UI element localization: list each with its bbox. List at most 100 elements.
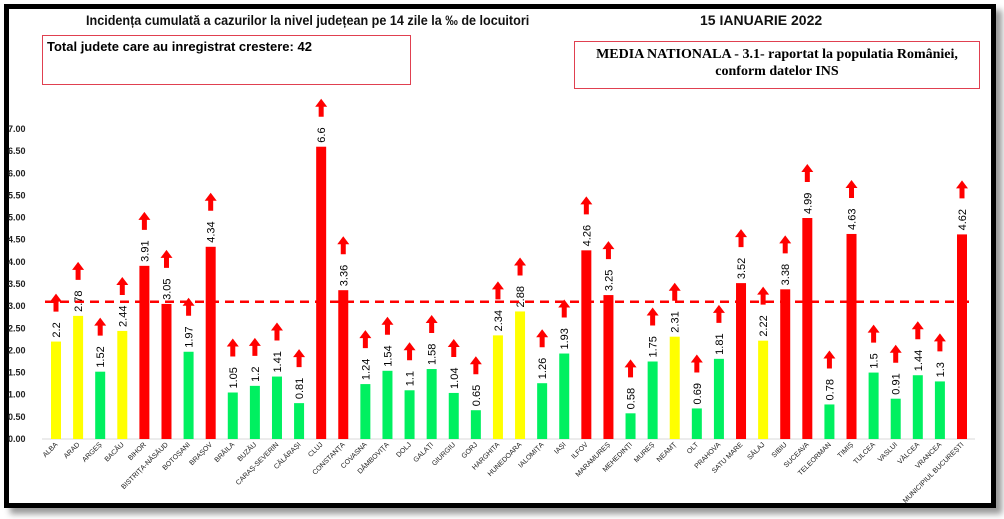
trend-up-arrow-icon — [911, 321, 924, 340]
trend-up-arrow-icon — [668, 282, 681, 301]
trend-up-arrow-icon — [889, 344, 902, 363]
data-label: 2.2 — [51, 322, 63, 337]
data-label: 0.78 — [824, 379, 836, 400]
trend-up-arrow-icon — [204, 192, 217, 211]
trend-up-arrow-icon — [50, 293, 62, 312]
data-label: 6.6 — [316, 127, 328, 142]
data-label: 3.25 — [603, 270, 615, 291]
trend-up-arrow-icon — [72, 261, 85, 280]
x-tick-label: BUZĂU — [235, 440, 258, 463]
trend-up-arrow-icon — [757, 286, 770, 305]
data-label: 1.05 — [228, 367, 240, 388]
trend-up-arrow-icon — [403, 342, 416, 361]
trend-up-arrow-icon — [602, 241, 615, 260]
y-tick-label: 0.00 — [8, 434, 26, 444]
bar — [559, 353, 570, 439]
trend-up-arrow-icon — [624, 359, 637, 378]
bar — [227, 392, 238, 439]
x-tick-label: TIMIȘ — [837, 441, 855, 459]
data-label: 1.2 — [250, 367, 262, 382]
x-tick-label: OLT — [686, 441, 701, 456]
bar — [537, 383, 548, 439]
trend-up-arrow-icon — [116, 276, 129, 295]
trend-up-arrow-icon — [779, 235, 792, 254]
bar — [669, 336, 680, 439]
data-label: 3.38 — [780, 264, 792, 285]
bar — [581, 250, 592, 439]
data-label: 1.93 — [559, 328, 571, 349]
trend-up-arrow-icon — [359, 330, 372, 349]
trend-up-arrow-icon — [94, 317, 107, 336]
data-label: 0.81 — [294, 378, 306, 399]
trend-up-arrow-icon — [514, 257, 527, 276]
trend-up-arrow-icon — [735, 229, 748, 248]
data-label: 1.52 — [95, 346, 107, 367]
bar — [448, 392, 459, 439]
data-label: 0.65 — [471, 385, 483, 406]
y-tick-label: 2.00 — [8, 345, 26, 355]
chart-date: 15 IANUARIE 2022 — [700, 12, 823, 28]
x-tick-label: IAȘI — [553, 441, 567, 455]
trend-up-arrow-icon — [248, 337, 261, 356]
y-tick-label: 6.00 — [8, 168, 26, 178]
bar — [316, 146, 327, 439]
data-label: 1.5 — [869, 353, 881, 368]
data-label: 4.26 — [581, 225, 593, 246]
bar — [890, 398, 901, 439]
data-label: 4.99 — [802, 193, 814, 214]
data-label: 1.26 — [537, 358, 549, 379]
national-average-line2: conform datelor INS — [715, 64, 839, 79]
x-tick-label: BRAȘOV — [189, 441, 215, 467]
trend-up-arrow-icon — [469, 356, 482, 375]
x-tick-label: ALBA — [42, 441, 60, 459]
y-tick-label: 1.00 — [8, 390, 26, 400]
bar — [470, 410, 481, 439]
trend-up-arrow-icon — [558, 299, 571, 318]
bar — [294, 403, 305, 439]
bar — [382, 370, 393, 439]
bar — [515, 311, 526, 439]
x-tick-label: GORJ — [461, 441, 480, 460]
data-label: 1.97 — [184, 326, 196, 347]
bar — [404, 390, 415, 439]
data-label: 2.31 — [670, 311, 682, 332]
data-label: 4.63 — [847, 209, 859, 230]
bar — [492, 335, 503, 439]
trend-up-arrow-icon — [536, 329, 549, 348]
data-label: 1.54 — [382, 345, 394, 366]
data-label: 1.24 — [360, 359, 372, 380]
bar — [161, 303, 172, 439]
data-label: 1.58 — [427, 344, 439, 365]
bar — [957, 234, 967, 439]
bar — [691, 408, 702, 439]
x-tick-label: VASLUI — [877, 441, 899, 463]
trend-up-arrow-icon — [425, 315, 438, 334]
trend-up-arrow-icon — [381, 316, 394, 335]
x-tick-label: BRĂILA — [212, 440, 236, 464]
data-label: 2.22 — [758, 315, 770, 336]
x-tick-label: DOLJ — [395, 441, 413, 459]
x-tick-label: MUREȘ — [633, 441, 656, 464]
y-tick-label: 5.00 — [8, 213, 26, 223]
trend-up-arrow-icon — [160, 249, 173, 268]
data-label: 0.58 — [626, 388, 638, 409]
trend-up-arrow-icon — [182, 297, 195, 316]
bar — [139, 265, 150, 439]
trend-up-arrow-icon — [337, 236, 350, 255]
bar — [647, 361, 658, 439]
bar — [758, 340, 769, 439]
bar — [271, 376, 282, 439]
x-tick-label: NEAMȚ — [656, 441, 679, 464]
bar — [205, 246, 216, 439]
data-label: 2.34 — [493, 310, 505, 331]
data-label: 1.3 — [935, 362, 947, 377]
bar — [802, 218, 813, 439]
trend-up-arrow-icon — [315, 98, 328, 117]
data-label: 4.62 — [957, 209, 969, 230]
y-tick-label: 1.50 — [8, 368, 26, 378]
x-tick-label: GIURGIU — [431, 441, 457, 467]
x-tick-label: BACĂU — [102, 440, 125, 463]
national-average-box: MEDIA NATIONALA - 3.1- raportat la popul… — [574, 41, 980, 89]
y-tick-label: 4.00 — [8, 257, 26, 267]
